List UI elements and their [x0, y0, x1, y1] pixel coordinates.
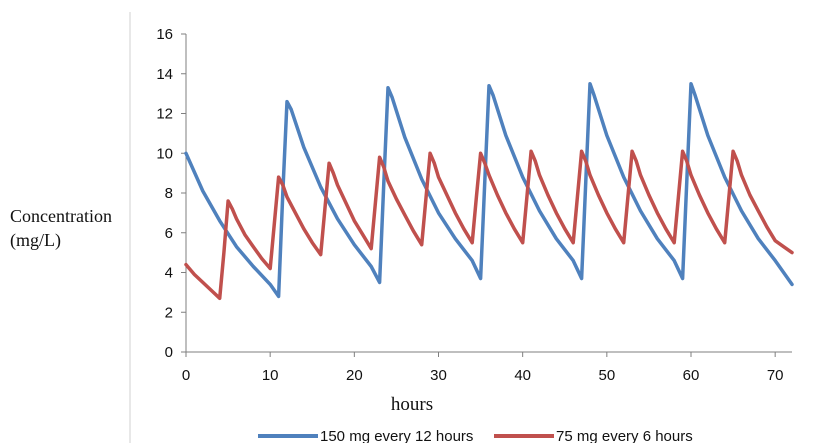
series-layer	[184, 81, 794, 301]
x-axis-label: hours	[391, 394, 433, 415]
y-tick-label: 12	[156, 106, 173, 123]
x-tick-label: 50	[598, 367, 615, 384]
y-tick-label: 14	[156, 66, 173, 83]
series-line-2	[184, 149, 794, 301]
series-line-1	[184, 81, 794, 299]
y-tick-label: 0	[165, 344, 173, 361]
y-axis-label-line-1: Concentration	[10, 206, 112, 226]
x-tick-label: 40	[514, 367, 531, 384]
y-axis: 0 2 4 6 8 10 12 14 16	[156, 26, 187, 361]
x-tick-label: 20	[346, 367, 363, 384]
y-tick-label: 10	[156, 145, 173, 162]
y-axis-label-line-2: (mg/L)	[10, 230, 61, 251]
y-tick-label: 4	[165, 265, 173, 282]
legend-label-2: 75 mg every 6 hours	[556, 428, 693, 443]
y-tick-label: 2	[165, 304, 173, 321]
y-tick-label: 6	[165, 225, 173, 242]
legend: 150 mg every 12 hours 75 mg every 6 hours	[258, 428, 693, 445]
y-tick-label: 16	[156, 26, 173, 43]
legend-label-1: 150 mg every 12 hours	[320, 428, 473, 443]
x-tick-label: 70	[767, 367, 784, 384]
x-tick-label: 60	[683, 367, 700, 384]
y-tick-label: 8	[165, 185, 173, 202]
x-tick-label: 10	[262, 367, 279, 384]
x-tick-label: 0	[182, 367, 190, 384]
x-axis: 0 10 20 30 40 50 60 70	[182, 351, 792, 384]
x-tick-label: 30	[430, 367, 447, 384]
